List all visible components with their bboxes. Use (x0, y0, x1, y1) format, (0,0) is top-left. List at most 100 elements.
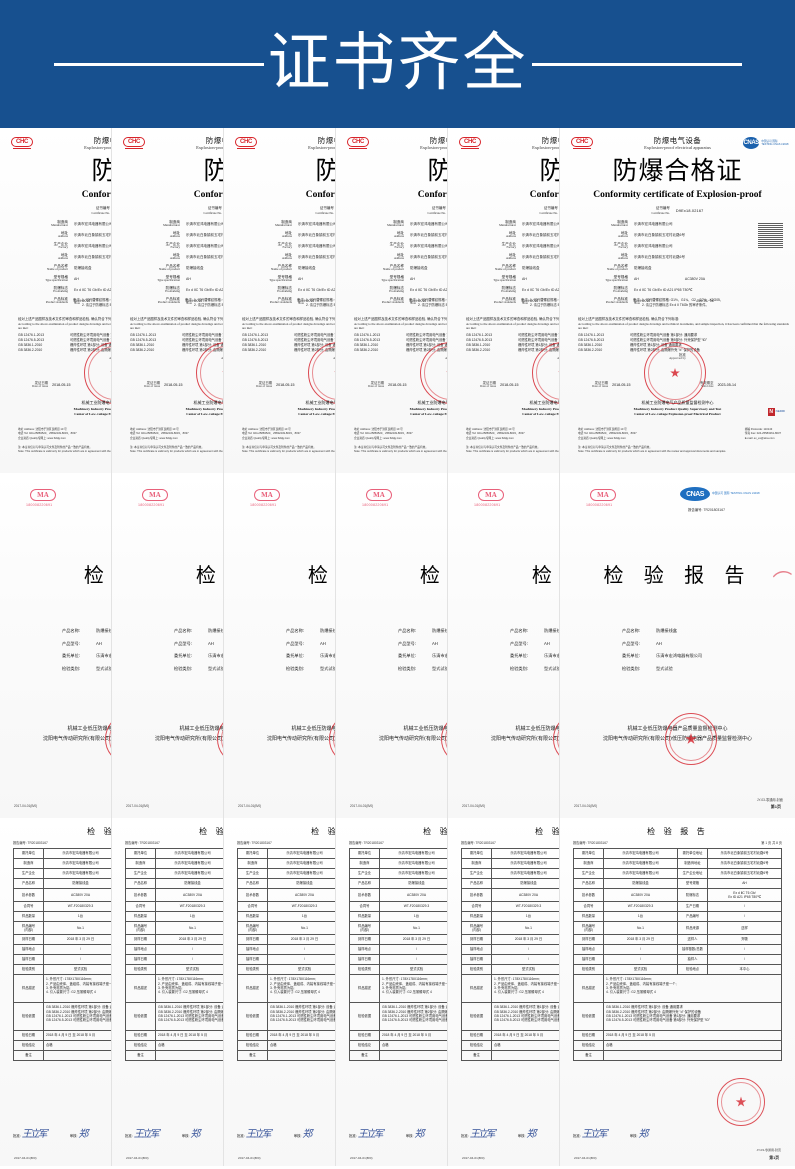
note-label-en: Note (185, 301, 192, 306)
org-name-en-2: Center of Low-voltage Explosion-proof El… (74, 411, 111, 416)
certificate-field-row: 生产企业 Factory 乐清市宏鸿电器有限公司 (336, 242, 447, 250)
table-cell-label: 样品编号 (内部) (461, 921, 492, 936)
standard-row: GB 3836.1-2010 爆炸性环境 第1部分: 设备 通用要求 (130, 343, 223, 348)
standard-row: GB 12476.5-2013 可燃性粉尘环境用电气设备 第5部分: 外壳保护型 … (578, 338, 790, 343)
inspection-report-cover-card-6[interactable]: MA 180008220691 CNAS 中国认可 国际 TESTING CNA… (560, 473, 795, 818)
cma-number: 180008220691 (586, 503, 613, 507)
basis-line: GB 3836.1-2010 爆炸性环境 第1部分: 设备 通用要求 (606, 1005, 683, 1010)
approve-signature-mark: 王立军 (469, 1129, 494, 1140)
conformity-certificate-card-5[interactable]: CHC 防爆电气设备 Explosion-proof electrical ap… (448, 128, 560, 473)
description-line: 4. 引入装置尺寸: G2 压紧螺母式 4 (606, 990, 656, 995)
contact-line: 传真 Fax: 024-25583261-8037 (744, 432, 781, 436)
certificate-field-row: 制造商 Manufacturer 乐清市宏鸿电器有限公司 (112, 220, 223, 228)
review-signature-mark: 郑 (414, 1129, 423, 1140)
inspection-report-cover-card-3[interactable]: MA 180008220691 CNAS 中国认可 国际 TESTING CNA… (224, 473, 336, 818)
conformity-certificate-card-4[interactable]: CHC 防爆电气设备 Explosion-proof electrical ap… (336, 128, 448, 473)
cover-field-value: 型式试验 (656, 665, 673, 671)
inspection-report-table-card-6[interactable]: 检 验 报 告 报告编号: TR201803167 第 1 页 共 8 页 委托… (560, 818, 795, 1166)
conformity-certificate-card-3[interactable]: CHC 防爆电气设备 Explosion-proof electrical ap… (224, 128, 336, 473)
table-report-no-label: 报告编号: (349, 841, 363, 845)
inspection-report-cover-card-5[interactable]: MA 180008220691 CNAS 中国认可 国际 TESTING CNA… (448, 473, 560, 818)
field-label-en: Name of product (271, 267, 292, 272)
report-org-line-1: 机械工业低压防爆电器产品质量监督检测中心 (403, 726, 448, 732)
field-label-cn: 产品名称 (53, 263, 68, 268)
report-org-line-2: 沈阳电气传动研究所(有限公司)低压防爆电器产品质量监督检测中心 (155, 735, 224, 742)
conformity-certificate-card-1[interactable]: CHC 防爆电气设备 Explosion-proof electrical ap… (0, 128, 112, 473)
certificate-field-row: 生产企业 Factory 乐清市宏鸿电器有限公司 (448, 242, 559, 250)
inspection-report-table-card-4[interactable]: 检 验 报 告 报告编号: TR201803167 第 1 页 共 8 页 委托… (336, 818, 448, 1166)
report-cover-field: 产品型号: AH (286, 641, 335, 647)
paper-texture (0, 128, 111, 473)
approve-label: 批准: (125, 1134, 133, 1138)
cover-field-label: 检验类别: (174, 665, 193, 671)
field-value: 乐清市北白象镇前五宅村北路6号 (634, 232, 685, 237)
org-name-en-1: Machinery Industry Product Quality Super… (297, 407, 335, 411)
table-cell-value: 合格 (491, 1040, 559, 1052)
table-cell-label: 合同号 (125, 901, 156, 913)
note-label-cn: 备注 (521, 298, 528, 302)
cover-field-label: 检验类别: (62, 665, 81, 671)
conformity-certificate-card-6[interactable]: CHC 防爆电气设备 Explosion-proof electrical ap… (560, 128, 795, 473)
field-value: 乐清市北白象镇前五宅村北路6号 (298, 254, 336, 259)
table-cell-label: 样品编号 (内部) (13, 921, 44, 936)
issuing-organization: 机械工业防爆电气产品质量监督检测中心 Machinery Industry Pr… (560, 400, 795, 416)
nedri-logo: N NEDRI (767, 408, 785, 416)
table-cell-value: 乐清市宏鸿电器有限公司 (155, 868, 223, 879)
cma-mark-icon: MA (254, 489, 280, 501)
field-value: Ex d ⅡC T6 Gb/Ex tD A21 IP65 T80℃ (74, 287, 112, 292)
cert-no-label-cn: 证书编号 (543, 206, 558, 210)
basis-line: GB 12476.1-2013 可燃性粉尘环境用电气设备 第1部分: 通用要求 (382, 1014, 448, 1018)
inspection-report-cover-card-2[interactable]: MA 180008220691 CNAS 中国认可 国际 TESTING CNA… (112, 473, 224, 818)
note-label-en: Note (409, 301, 416, 306)
conformity-certificate-card-2[interactable]: CHC 防爆电气设备 Explosion-proof electrical ap… (112, 128, 224, 473)
field-label-en: Address (505, 234, 516, 239)
inspection-report-table-card-3[interactable]: 检 验 报 告 报告编号: TR201803167 第 1 页 共 8 页 委托… (224, 818, 336, 1166)
certificate-number-label: 证书编号 Certificate No. (652, 206, 670, 215)
certificate-header: CHC 防爆电气设备 Explosion-proof electrical ap… (336, 134, 447, 158)
description-line: 4. 引入装置尺寸: G2 压紧螺母式 4 (494, 990, 544, 995)
table-report-no-label: 报告编号: (237, 841, 251, 845)
table-cell-value: 型式试验 (267, 964, 335, 976)
inspection-report-table-card-2[interactable]: 检 验 报 告 报告编号: TR201803167 第 1 页 共 8 页 委托… (112, 818, 224, 1166)
inspection-report-table-card-1[interactable]: 检 验 报 告 报告编号: TR201803167 第 1 页 共 8 页 委托… (0, 818, 112, 1166)
field-label-en: Type specification (605, 278, 628, 283)
inspection-report-cover-card-1[interactable]: MA 180008220691 CNAS 中国认可 国际 TESTING CNA… (0, 473, 112, 818)
table-cell-label: 产品名称 (125, 878, 156, 889)
standard-text: 爆炸性环境 第2部分: 由隔爆外壳 "d" 保护的设备 (294, 347, 335, 352)
table-cell-value: 合格 (43, 1040, 111, 1052)
table-cell-value: / (43, 954, 111, 966)
table-cell-value: 型式试验 (43, 964, 111, 976)
inspection-report-table-card-5[interactable]: 检 验 报 告 报告编号: TR201803167 第 1 页 共 8 页 委托… (448, 818, 560, 1166)
description-line: 1. 外形尺寸: 178X178X116mm; (270, 977, 316, 982)
cert-no-label-en: Certificate No. (539, 210, 558, 215)
contact-info: 地址 Address: 沈阳市于洪区昆朔街 10 号电话 Tel: 024-25… (354, 428, 447, 441)
table-cell-label: 检验结论 (461, 1040, 492, 1052)
chc-logo-icon: CHC (235, 137, 257, 149)
table-row-description: 样品描述 1. 外形尺寸: 178X178X116mm; 2. 产品由壳体、盖组成、… (461, 974, 559, 1004)
org-name-en-2: Center of Low-voltage Explosion-proof El… (186, 411, 223, 416)
field-label-en: Factory (506, 245, 516, 250)
issue-label-en: Date of issue (256, 384, 273, 389)
table-cell-label: 到样日期 (461, 934, 492, 946)
table-cell-value: 乐清市宏鸿电器有限公司 (379, 848, 447, 859)
org-name-cn: 机械工业防爆电气产品质量监督检测中心 (305, 400, 336, 405)
standards-intro-en: According to the above examination of pr… (18, 322, 112, 330)
certificate-number-value: D9Ex18.02167 (675, 209, 704, 213)
field-value: 防爆接线盒 (298, 265, 316, 270)
table-cell-label: 备注 (461, 1050, 492, 1062)
table-cell-label: 产品名称 (461, 878, 492, 889)
inspection-report-cover-card-4[interactable]: MA 180008220691 CNAS 中国认可 国际 TESTING CNA… (336, 473, 448, 818)
field-label-cn: 防爆标志 (389, 285, 404, 290)
table-cell-description: 1. 外形尺寸: 178X178X116mm; 2. 产品由壳体、盖组成、内装有接… (379, 974, 447, 1004)
table-red-seal-stamp (717, 1078, 765, 1126)
